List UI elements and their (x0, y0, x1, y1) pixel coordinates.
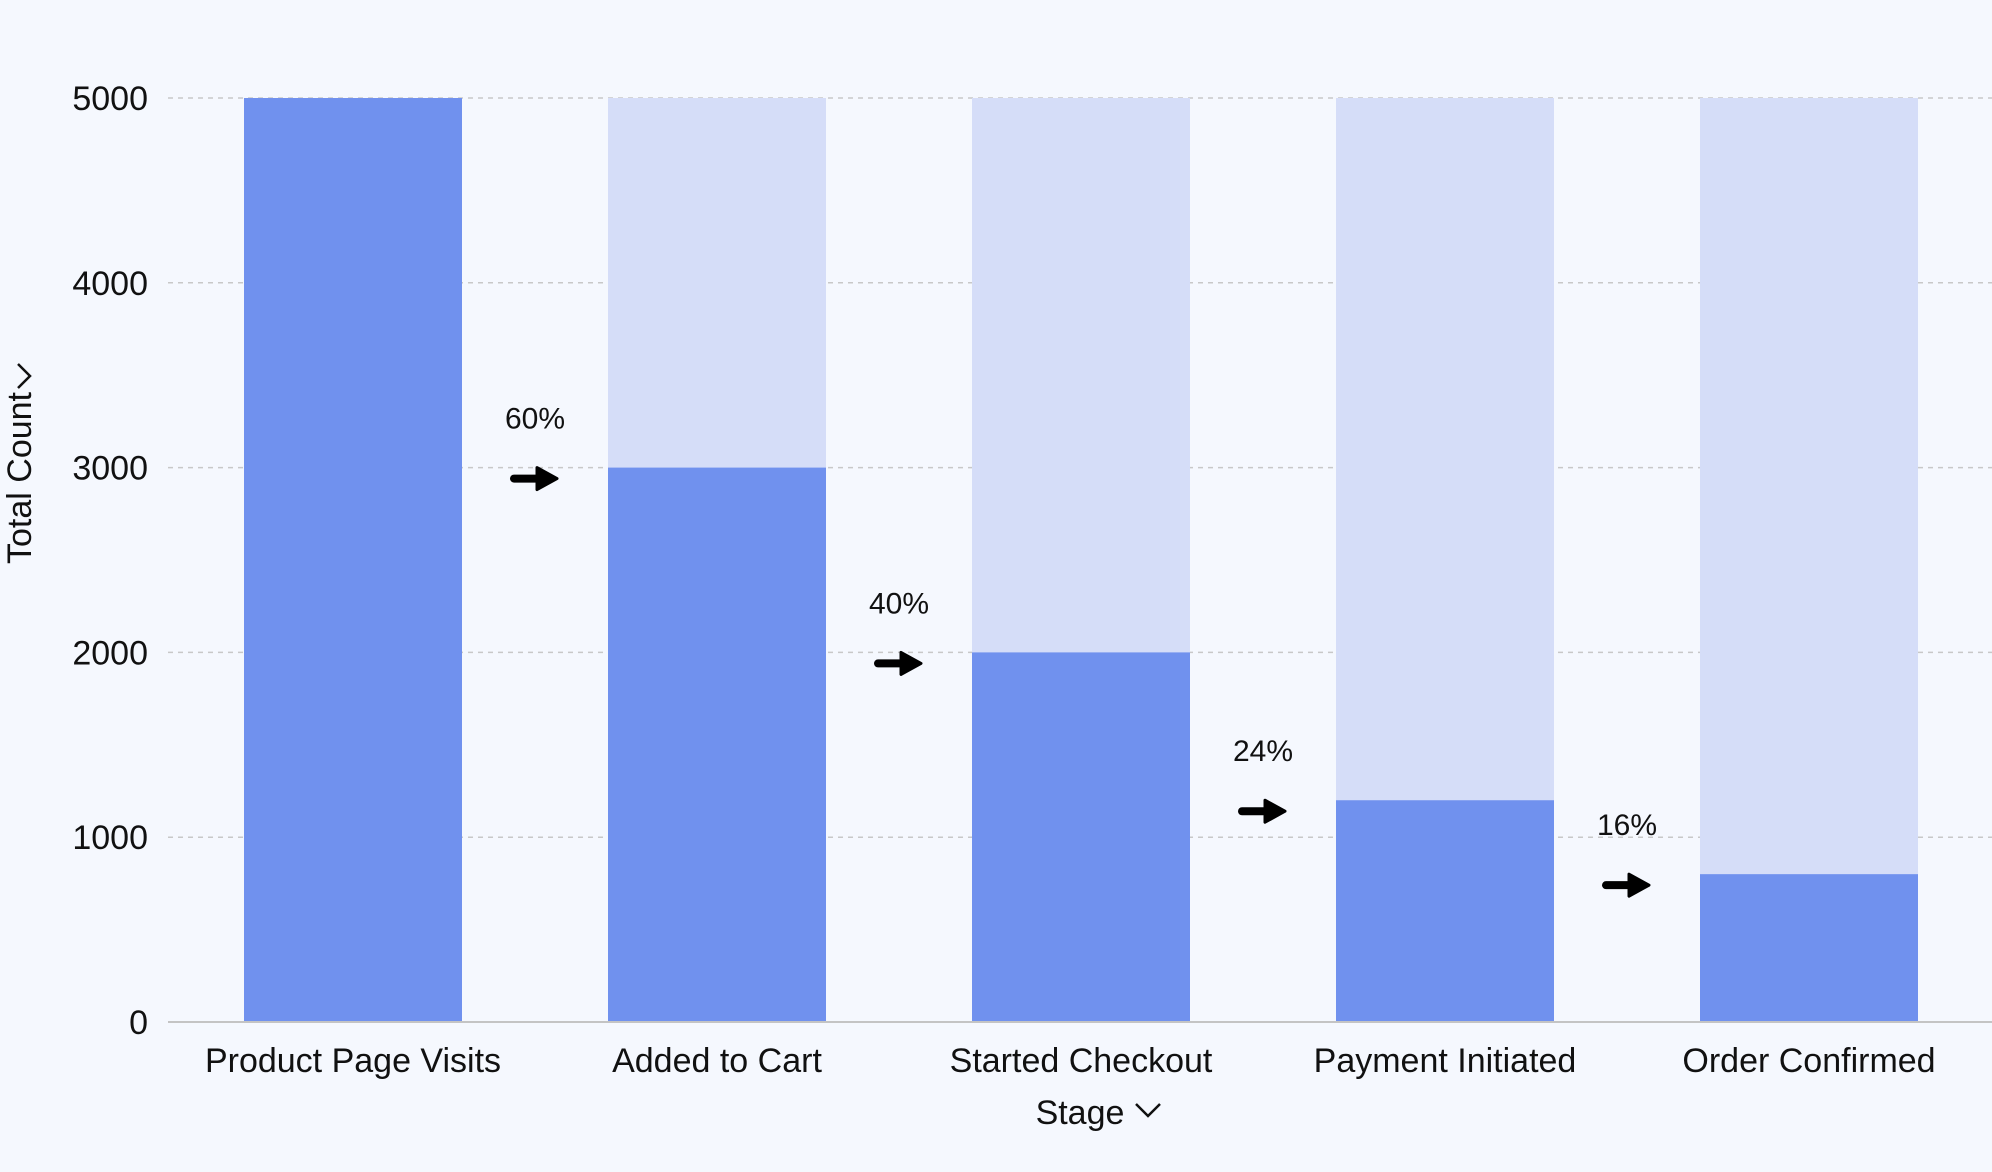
y-tick-label: 4000 (72, 265, 148, 303)
conversion-rate-label: 40% (869, 587, 929, 620)
conversion-rate-label: 16% (1597, 809, 1657, 842)
x-category-label: Started Checkout (950, 1042, 1213, 1080)
bar[interactable] (608, 467, 826, 1023)
arrow-right-icon (510, 466, 559, 492)
y-tick-label: 0 (129, 1004, 148, 1042)
bar[interactable] (1336, 800, 1554, 1022)
chevron-down-icon[interactable] (1135, 1103, 1161, 1118)
conversion-rate-label: 24% (1233, 735, 1293, 768)
arrow-right-icon (874, 650, 923, 676)
x-category-label: Added to Cart (612, 1042, 822, 1080)
x-axis-title[interactable]: Stage (1036, 1094, 1125, 1132)
arrow-right-icon (1238, 798, 1287, 824)
bar-background (1700, 98, 1918, 1022)
y-tick-label: 2000 (72, 634, 148, 672)
chevron-right-icon[interactable] (17, 363, 32, 389)
y-axis-ticks: 0 1000 2000 3000 4000 5000 (72, 80, 148, 1042)
arrow-right-icon (1602, 872, 1651, 898)
bars (244, 98, 1918, 1023)
conversion-rate-label: 60% (505, 403, 565, 436)
bar[interactable] (972, 652, 1190, 1022)
x-category-label: Order Confirmed (1682, 1042, 1935, 1080)
y-axis-title-group[interactable]: Total Count (1, 363, 39, 564)
bar[interactable] (1700, 874, 1918, 1022)
x-axis-categories: Product Page Visits Added to Cart Started … (205, 1042, 1936, 1080)
y-axis-title[interactable]: Total Count (1, 391, 39, 564)
x-category-label: Product Page Visits (205, 1042, 501, 1080)
conversion-arrows: 60% 40% 24% 16% (505, 403, 1657, 898)
x-category-label: Payment Initiated (1314, 1042, 1577, 1080)
x-axis-title-group[interactable]: Stage (1036, 1094, 1161, 1132)
y-tick-label: 1000 (72, 819, 148, 857)
bar[interactable] (244, 98, 462, 1022)
y-tick-label: 5000 (72, 80, 148, 118)
y-tick-label: 3000 (72, 450, 148, 488)
